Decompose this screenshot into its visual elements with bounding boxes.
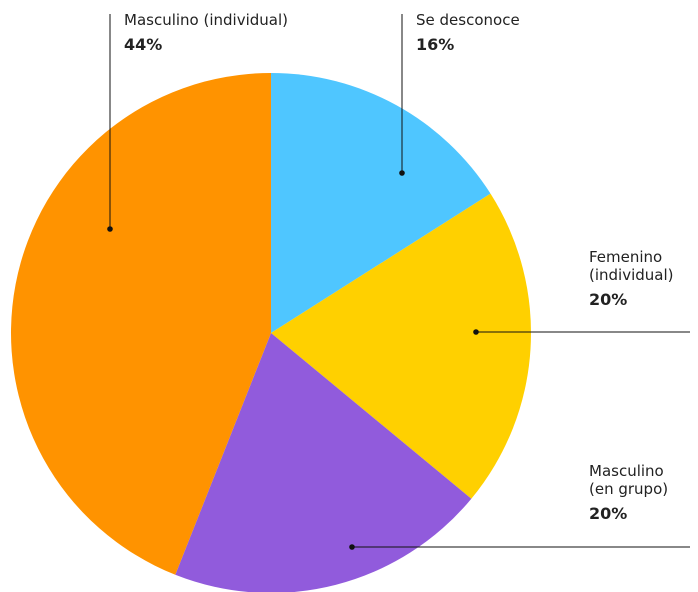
slice-label-masculino-en-grupo: Masculino (en grupo) 20%	[589, 462, 698, 523]
leader-femenino-individual-dot	[473, 329, 479, 335]
pie-slice-masculino-individual	[10, 72, 272, 575]
slice-name: Se desconoce	[416, 11, 520, 29]
pie-slice-masculino-en-grupo	[175, 333, 472, 592]
leader-se-desconoce-dot	[399, 170, 405, 176]
slice-label-masculino-individual: Masculino (individual) 44%	[124, 11, 288, 54]
slice-percent: 44%	[124, 35, 163, 54]
slice-label-femenino-individual: Femenino (individual) 20%	[589, 248, 698, 309]
slice-percent: 20%	[589, 290, 628, 309]
leader-masculino-individual-dot	[107, 226, 113, 232]
leader-masculino-en-grupo-dot	[349, 544, 355, 550]
slice-percent: 16%	[416, 35, 455, 54]
pie-slice-femenino-individual	[271, 193, 531, 499]
leader-lines	[107, 14, 690, 550]
slice-name: Masculino (en grupo)	[589, 462, 669, 498]
slice-label-se-desconoce: Se desconoce 16%	[416, 11, 520, 54]
pie-slice-se-desconoce	[271, 73, 491, 333]
pie-slices	[10, 72, 531, 592]
slice-name: Femenino (individual)	[589, 248, 674, 284]
slice-name: Masculino (individual)	[124, 11, 288, 29]
slice-percent: 20%	[589, 504, 628, 523]
